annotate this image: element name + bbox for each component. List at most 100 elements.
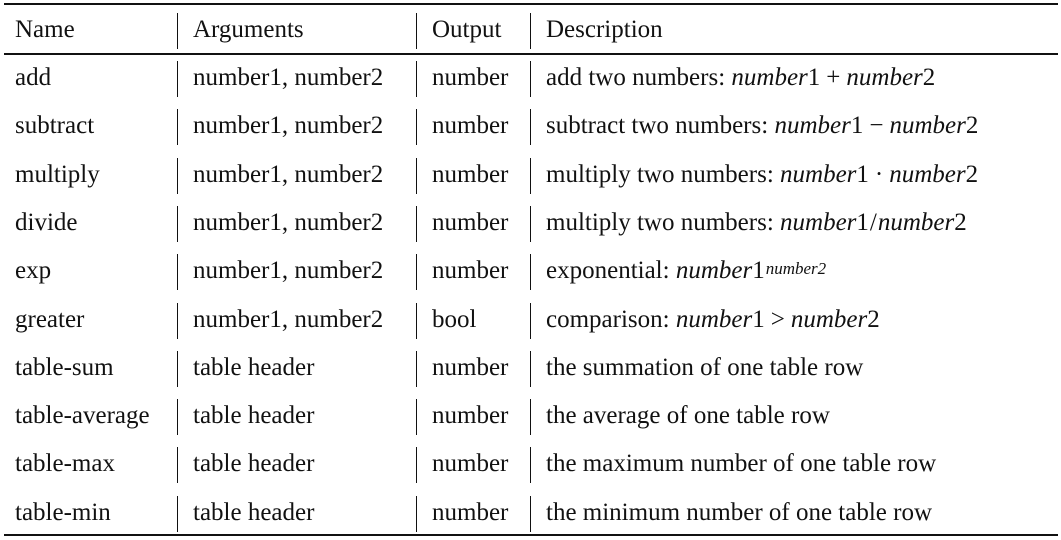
description-text: the minimum number of one table row <box>546 499 933 526</box>
row-arguments: number1, number2 <box>193 64 384 91</box>
math-variable: number <box>731 64 808 91</box>
row-description: add two numbers: number1 + number2 <box>546 63 935 93</box>
header-arguments: Arguments <box>193 16 304 43</box>
math-index: 1 <box>807 64 821 91</box>
row-name: multiply <box>15 161 100 188</box>
column-separator <box>530 158 531 194</box>
column-separator <box>530 447 531 483</box>
math-expression: number1− number2 <box>774 112 978 139</box>
row-name: table-min <box>15 499 111 526</box>
math-variable: number <box>774 112 851 139</box>
header-description: Description <box>546 16 663 43</box>
math-expression: number1 + number2 <box>731 64 935 91</box>
column-separator <box>530 206 531 242</box>
row-name: table-max <box>15 450 115 477</box>
row-name: exp <box>15 257 52 284</box>
row-description: exponential: number1number2 <box>546 256 826 288</box>
math-variable: number <box>889 112 966 139</box>
column-separator <box>416 399 417 435</box>
math-exponent: number2 <box>765 259 827 278</box>
row-output: number <box>432 499 509 526</box>
math-index: 1 <box>752 306 765 333</box>
description-text: the average of one table row <box>546 402 830 429</box>
row-output: number <box>432 354 509 381</box>
column-separator <box>530 351 531 387</box>
column-separator <box>530 254 531 290</box>
column-separator <box>177 303 178 339</box>
column-separator <box>530 496 531 532</box>
math-operator: / <box>869 209 877 236</box>
row-arguments: number1, number2 <box>193 112 384 139</box>
row-name: divide <box>15 209 78 236</box>
math-index: 2 <box>965 112 979 139</box>
column-separator <box>416 109 417 145</box>
math-operator: + <box>826 64 841 91</box>
column-separator <box>530 109 531 145</box>
math-index: 2 <box>954 209 967 236</box>
description-text: add two numbers: <box>546 64 732 91</box>
row-output: number <box>432 64 509 91</box>
row-output: number <box>432 209 509 236</box>
column-separator <box>416 61 417 97</box>
math-expression: number1/number2 <box>780 209 967 236</box>
column-separator <box>177 399 178 435</box>
math-variable: number <box>889 161 966 188</box>
column-separator <box>416 447 417 483</box>
math-index: 2 <box>867 306 880 333</box>
column-separator <box>530 13 531 49</box>
row-output: bool <box>432 306 477 333</box>
math-operator: > <box>770 306 785 333</box>
column-separator <box>177 351 178 387</box>
column-separator <box>177 13 178 49</box>
row-output: number <box>432 257 509 284</box>
column-separator <box>416 351 417 387</box>
row-name: table-average <box>15 402 150 429</box>
header-rule <box>4 53 1058 55</box>
column-separator <box>416 254 417 290</box>
math-index: 1 <box>856 209 869 236</box>
column-separator <box>530 303 531 339</box>
row-output: number <box>432 112 509 139</box>
description-text: the summation of one table row <box>546 354 864 381</box>
math-variable: number <box>790 306 868 333</box>
math-index: 1 <box>856 161 869 188</box>
row-arguments: table header <box>193 402 315 429</box>
row-description: subtract two numbers: number1− number2 <box>546 111 978 141</box>
bottom-rule <box>4 534 1058 536</box>
math-expression: number1 · number2 <box>780 161 978 188</box>
description-text: exponential: <box>546 257 676 284</box>
header-output: Output <box>432 16 502 43</box>
row-arguments: number1, number2 <box>193 306 384 333</box>
math-variable: number <box>780 161 857 188</box>
row-description: the average of one table row <box>546 401 830 431</box>
row-description: the summation of one table row <box>546 353 863 383</box>
description-text: multiply two numbers: <box>546 161 781 188</box>
column-separator <box>416 496 417 532</box>
row-description: comparison: number1 > number2 <box>546 305 880 335</box>
column-separator <box>177 61 178 97</box>
row-arguments: number1, number2 <box>193 161 384 188</box>
header-name: Name <box>15 16 75 43</box>
column-separator <box>177 109 178 145</box>
column-separator <box>416 206 417 242</box>
row-output: number <box>432 450 509 477</box>
math-index: 1 <box>752 257 765 284</box>
row-arguments: number1, number2 <box>193 257 384 284</box>
column-separator <box>177 206 178 242</box>
description-text: multiply two numbers: <box>546 209 781 236</box>
math-variable: number <box>877 209 955 236</box>
math-index: 2 <box>965 161 979 188</box>
column-separator <box>416 13 417 49</box>
row-arguments: number1, number2 <box>193 209 384 236</box>
column-separator <box>416 158 417 194</box>
description-text: comparison: <box>546 306 676 333</box>
column-separator <box>530 61 531 97</box>
math-operator: − <box>869 112 884 139</box>
math-variable: number <box>780 209 857 236</box>
row-arguments: table header <box>193 354 315 381</box>
row-name: greater <box>15 306 85 333</box>
math-expression: number1number2 <box>676 257 826 284</box>
row-arguments: table header <box>193 450 315 477</box>
column-separator <box>416 303 417 339</box>
math-index: 2 <box>922 64 936 91</box>
